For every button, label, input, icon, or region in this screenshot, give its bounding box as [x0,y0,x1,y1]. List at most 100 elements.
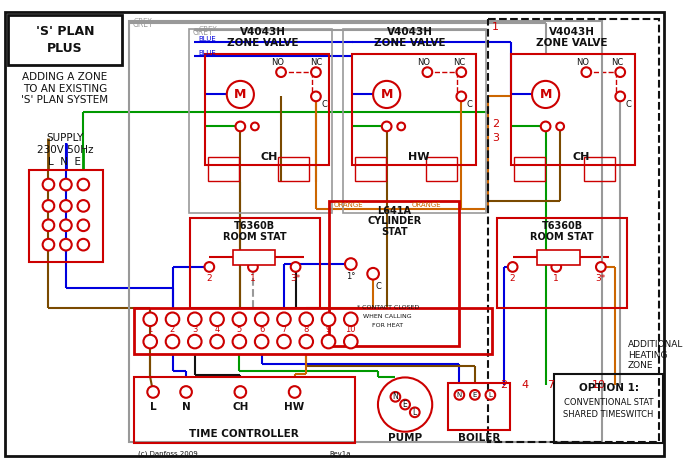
Bar [189,29,333,212]
Text: TO AN EXISTING: TO AN EXISTING [23,84,107,94]
Text: 230V 50Hz: 230V 50Hz [37,145,93,155]
Circle shape [299,313,313,326]
Circle shape [322,335,335,348]
Text: NC: NC [611,58,624,67]
Text: 10: 10 [592,380,606,390]
Text: 5: 5 [237,325,242,335]
Text: NO: NO [270,58,284,67]
Text: 1: 1 [148,325,153,335]
Text: HW: HW [284,402,305,411]
Circle shape [43,179,55,190]
Text: 2: 2 [492,118,500,129]
Text: L: L [150,402,157,411]
Circle shape [248,262,258,272]
Circle shape [470,390,480,400]
Text: ZONE: ZONE [628,361,653,370]
Text: NC: NC [310,58,322,67]
Circle shape [422,67,432,77]
Text: ORANGE: ORANGE [412,202,441,208]
Circle shape [235,122,245,131]
Circle shape [582,67,591,77]
Circle shape [290,262,300,272]
Bar [426,157,457,181]
Bar [511,54,635,165]
Text: ORANGE: ORANGE [334,202,364,208]
Bar [489,19,659,442]
Circle shape [551,262,561,272]
Circle shape [615,92,625,101]
Bar [278,157,309,181]
Circle shape [277,313,290,326]
Circle shape [144,335,157,348]
Text: BLUE: BLUE [199,36,217,42]
Text: L: L [489,392,492,398]
Text: BOILER: BOILER [457,433,500,444]
Circle shape [486,390,495,400]
Text: CONVENTIONAL STAT: CONVENTIONAL STAT [564,398,653,407]
Text: T6360B: T6360B [235,221,275,231]
Text: M: M [234,88,246,101]
Circle shape [276,67,286,77]
Text: GREY: GREY [199,26,217,31]
Text: 9: 9 [326,325,331,335]
Circle shape [289,386,300,398]
Text: (c) Danfoss 2009: (c) Danfoss 2009 [137,451,197,457]
Text: C: C [466,100,472,109]
Circle shape [344,313,357,326]
Text: TIME CONTROLLER: TIME CONTROLLER [189,429,299,439]
Circle shape [60,219,72,231]
Text: E: E [473,392,477,398]
Circle shape [60,239,72,250]
Text: T6360B: T6360B [542,221,582,231]
Text: M: M [540,88,552,101]
Circle shape [455,390,464,400]
Text: M: M [380,88,393,101]
Text: V4043H: V4043H [549,28,595,37]
Circle shape [43,200,55,212]
Circle shape [457,67,466,77]
Circle shape [43,219,55,231]
Text: L  N  E: L N E [48,157,81,167]
Circle shape [508,262,518,272]
Bar [134,377,355,443]
Text: 3: 3 [492,133,500,143]
Text: 6: 6 [259,325,264,335]
Bar [513,157,544,181]
Bar [129,21,602,442]
Text: 2: 2 [510,274,515,283]
Text: ZONE VALVE: ZONE VALVE [227,38,298,48]
Circle shape [77,179,89,190]
Text: ROOM STAT: ROOM STAT [531,232,594,242]
Bar [190,219,319,307]
Text: ROOM STAT: ROOM STAT [223,232,286,242]
Circle shape [204,262,214,272]
Circle shape [391,392,400,402]
Circle shape [311,67,321,77]
Circle shape [367,268,379,279]
Bar [206,54,330,165]
Text: CH: CH [573,153,590,162]
Circle shape [277,335,290,348]
Text: ADDING A ZONE: ADDING A ZONE [22,72,108,82]
Text: L641A: L641A [377,206,411,216]
Circle shape [382,122,391,131]
Text: HW: HW [408,153,429,162]
Text: * CONTACT CLOSED: * CONTACT CLOSED [357,305,419,310]
Text: V4043H: V4043H [239,28,286,37]
Bar [352,54,476,165]
Text: E: E [403,400,408,409]
Bar [233,249,275,265]
Bar [134,307,492,354]
Text: 2: 2 [170,325,175,335]
Text: ADDITIONAL: ADDITIONAL [628,340,683,349]
Text: ZONE VALVE: ZONE VALVE [536,38,607,48]
Bar [330,201,460,346]
Circle shape [235,386,246,398]
Circle shape [180,386,192,398]
Circle shape [255,313,268,326]
Text: C: C [625,100,631,109]
Text: WHEN CALLING: WHEN CALLING [364,314,412,319]
Text: 4: 4 [522,380,529,390]
Text: C: C [375,282,381,291]
Bar [497,219,627,307]
